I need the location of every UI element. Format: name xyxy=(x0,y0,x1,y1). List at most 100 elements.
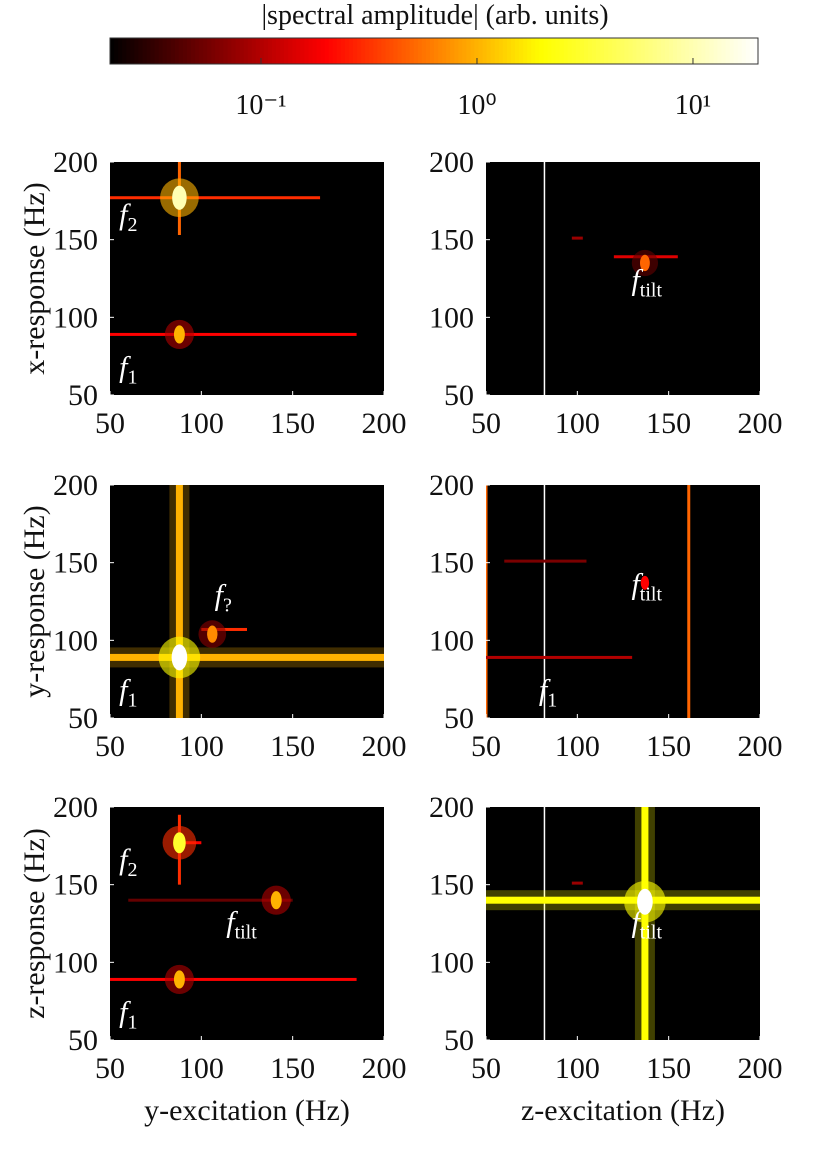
x-tick-label: 100 xyxy=(179,730,224,763)
peak xyxy=(640,575,650,590)
colorbar-slice xyxy=(725,38,731,64)
colorbar-slice xyxy=(276,38,281,64)
x-axis-label: z-excitation (Hz) xyxy=(521,1094,725,1127)
y-tick-label: 200 xyxy=(53,146,98,179)
colorbar-slice xyxy=(211,38,216,64)
x-tick-label: 200 xyxy=(362,407,407,440)
streak xyxy=(110,977,357,981)
peak xyxy=(640,254,650,272)
colorbar-slice xyxy=(361,38,366,64)
colorbar-slice xyxy=(344,38,350,64)
y-tick-label: 50 xyxy=(68,1024,98,1057)
colorbar-slice xyxy=(207,38,212,64)
colorbar-slice xyxy=(110,38,115,64)
colorbar-slice xyxy=(446,38,451,64)
colorbar-slice xyxy=(486,38,492,64)
colorbar-slice xyxy=(450,38,455,64)
x-tick-label: 150 xyxy=(646,730,691,763)
annotation-subscript: 1 xyxy=(547,689,557,711)
streak xyxy=(571,881,583,885)
colorbar-slice xyxy=(409,38,415,64)
colorbar-slice xyxy=(186,38,192,64)
colorbar-tick-label: 10⁻¹ xyxy=(235,90,286,121)
y-axis-label: x-response (Hz) xyxy=(18,182,51,374)
colorbar-slice xyxy=(628,38,634,64)
colorbar-slice xyxy=(166,38,172,64)
colorbar-slice xyxy=(494,38,500,64)
colorbar-slice xyxy=(425,38,431,64)
colorbar-slice xyxy=(474,38,480,64)
y-tick-label: 150 xyxy=(429,224,474,257)
colorbar-slice xyxy=(608,38,613,64)
x-tick-label: 100 xyxy=(555,1052,600,1085)
y-axis-label: y-response (Hz) xyxy=(18,505,51,697)
colorbar-slice xyxy=(535,38,540,64)
colorbar-slice xyxy=(721,38,727,64)
streak xyxy=(110,653,384,661)
x-tick-label: 100 xyxy=(179,407,224,440)
colorbar-slice xyxy=(316,38,322,64)
colorbar-slice xyxy=(506,38,512,64)
annotation-subscript: 2 xyxy=(127,859,137,881)
colorbar-slice xyxy=(340,38,346,64)
colorbar-slice xyxy=(377,38,382,64)
peak xyxy=(173,325,185,344)
y-tick-label: 200 xyxy=(429,469,474,502)
colorbar-slice xyxy=(652,38,658,64)
colorbar-slice xyxy=(348,38,354,64)
x-tick-label: 200 xyxy=(738,407,783,440)
colorbar-slice xyxy=(701,38,706,64)
colorbar-slice xyxy=(616,38,621,64)
colorbar-slice xyxy=(308,38,314,64)
colorbar-slice xyxy=(596,38,601,64)
streak xyxy=(504,559,587,563)
y-tick-label: 200 xyxy=(53,791,98,824)
colorbar-slice xyxy=(393,38,399,64)
x-tick-label: 50 xyxy=(471,407,501,440)
colorbar-slice xyxy=(559,38,565,64)
streak xyxy=(486,485,488,718)
y-tick-label: 150 xyxy=(429,547,474,580)
peak xyxy=(207,625,218,643)
colorbar-slice xyxy=(519,38,524,64)
colorbar-slice xyxy=(134,38,139,64)
plot-area xyxy=(486,807,760,1040)
colorbar-slice xyxy=(745,38,751,64)
x-tick-label: 150 xyxy=(646,407,691,440)
colorbar-slice xyxy=(677,38,682,64)
colorbar-slice xyxy=(543,38,548,64)
colorbar-slice xyxy=(263,38,269,64)
colorbar-slice xyxy=(551,38,557,64)
streak xyxy=(543,485,546,718)
streak xyxy=(543,162,546,395)
colorbar-slice xyxy=(170,38,176,64)
colorbar-slice xyxy=(624,38,629,64)
colorbar-slice xyxy=(272,38,277,64)
colorbar-slice xyxy=(182,38,188,64)
annotation-subscript: 1 xyxy=(127,689,137,711)
colorbar-slice xyxy=(697,38,702,64)
colorbar-label: |spectral amplitude| (arb. units) xyxy=(261,0,608,31)
y-tick-label: 200 xyxy=(429,791,474,824)
colorbar-slice xyxy=(438,38,443,64)
colorbar-slice xyxy=(215,38,220,64)
colorbar-slice xyxy=(320,38,326,64)
colorbar-slice xyxy=(296,38,301,64)
colorbar-slice xyxy=(717,38,723,64)
plot-background xyxy=(110,485,384,718)
y-tick-label: 150 xyxy=(53,547,98,580)
colorbar-slice xyxy=(243,38,249,64)
colorbar-slice xyxy=(138,38,143,64)
colorbar-slice xyxy=(733,38,739,64)
streak xyxy=(486,655,633,659)
plot-background xyxy=(486,485,760,718)
plot-background xyxy=(486,162,760,395)
colorbar-slice xyxy=(749,38,755,64)
colorbar-slice xyxy=(575,38,581,64)
colorbar-slice xyxy=(656,38,662,64)
colorbar-slice xyxy=(434,38,439,64)
colorbar-slice xyxy=(681,38,686,64)
